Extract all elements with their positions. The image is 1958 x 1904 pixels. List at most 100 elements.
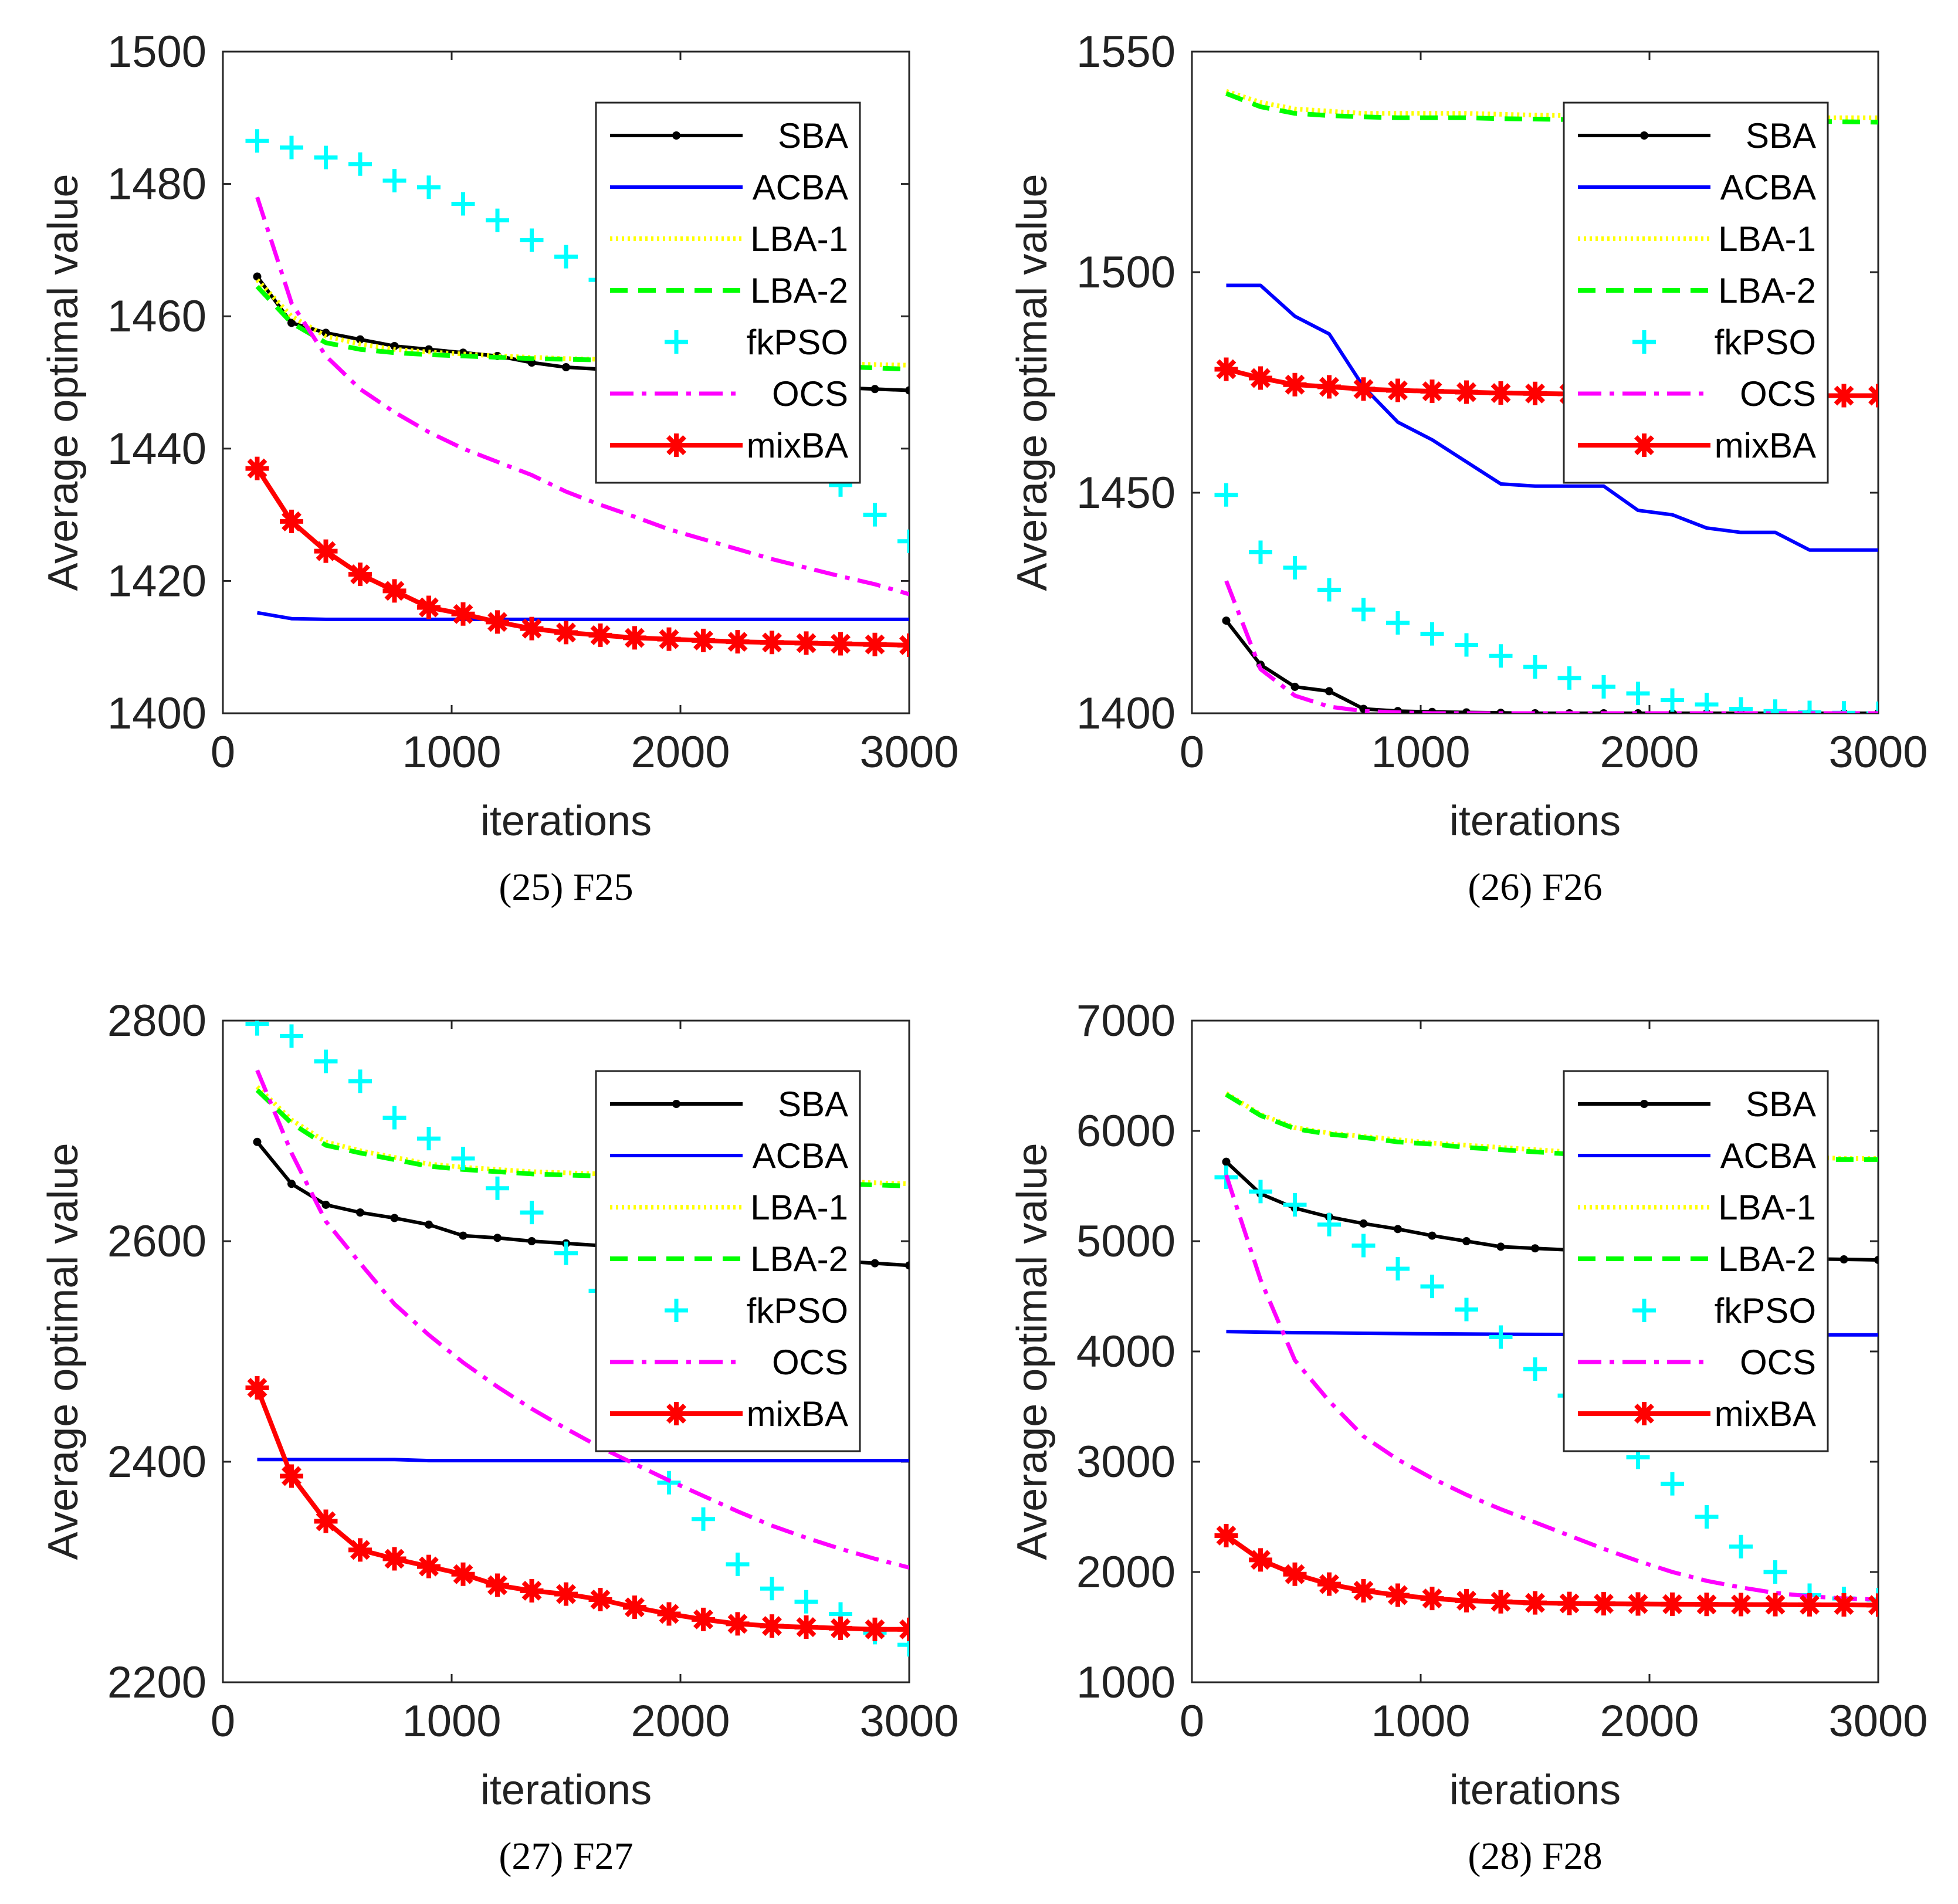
data-point [870,1259,879,1268]
legend-item-acba: ACBA [1578,168,1816,207]
legend-item-fkpso: fkPSO [1632,1291,1816,1330]
data-point [520,616,544,641]
series-ocs [255,197,909,597]
legend-item-mixba: mixBA [610,1394,848,1434]
data-point [1351,1578,1376,1603]
data-point [1420,622,1444,646]
data-point [905,386,909,395]
data-point [1489,381,1513,405]
y-tick-label: 2800 [107,996,206,1046]
legend-label: LBA-2 [750,1239,848,1279]
data-point [588,1588,612,1611]
series-acba [257,1458,909,1463]
x-tick-label: 0 [1180,1696,1204,1746]
data-point [1489,644,1513,668]
data-point [1729,1593,1753,1617]
data-point [588,623,612,647]
data-point [623,1595,646,1620]
data-point [1249,1548,1272,1572]
x-tick-label: 3000 [859,727,958,777]
x-tick-label: 1000 [1371,727,1470,777]
data-point [692,1607,715,1631]
data-point [1531,1244,1539,1253]
data-point [280,135,303,160]
data-point [417,1554,441,1578]
data-point [1462,1237,1471,1245]
data-point [287,1180,296,1188]
series-lba-1 [255,278,909,368]
x-tick-label: 1000 [402,1696,501,1746]
legend-label: LBA-1 [1718,219,1816,259]
data-point [321,1200,330,1209]
legend-item-lba-2: LBA-2 [610,271,848,310]
series-mixba [245,1376,909,1641]
data-point [1496,1242,1505,1251]
legend-label: LBA-2 [750,271,848,310]
data-point [321,328,330,337]
data-point [1249,540,1272,564]
data-point [348,1069,372,1093]
series-line [257,1458,909,1463]
data-point [1489,1325,1513,1349]
data-point [245,1376,269,1400]
legend-label: mixBA [1715,1394,1816,1434]
data-point [245,456,269,480]
legend-label: ACBA [753,1136,848,1175]
legend-item-fkpso: fkPSO [665,323,848,362]
y-axis-title: Average optimal value [1009,174,1056,591]
series-group [245,129,909,657]
data-point [692,1507,715,1531]
data-point [623,626,646,650]
data-point [390,341,399,350]
series-line [255,278,909,368]
y-tick-label: 7000 [1076,996,1176,1046]
y-tick-label: 1400 [1076,689,1176,738]
data-point [1249,366,1272,390]
x-tick-label: 3000 [1828,1696,1927,1746]
legend-item-lba-2: LBA-2 [1578,1239,1816,1279]
legend-item-sba: SBA [610,116,848,155]
legend-item-ocs: OCS [1578,374,1816,414]
data-point [1866,1593,1878,1617]
data-point [794,1590,818,1614]
legend-label: OCS [1740,374,1816,414]
y-tick-label: 1420 [107,556,206,606]
legend-label: SBA [1746,116,1816,155]
data-point [1661,1472,1684,1496]
x-axis-title: iterations [1449,1767,1621,1814]
series-lba-2 [1225,1092,1878,1162]
legend-item-acba: ACBA [1578,1136,1816,1175]
data-point [1557,1591,1581,1615]
panel-caption: (28) F28 [1468,1835,1602,1878]
data-point [459,1231,468,1240]
data-point [1592,675,1615,699]
data-point [1832,1593,1856,1617]
data-point [314,145,338,170]
x-tick-label: 0 [211,727,235,777]
data-point [692,628,715,652]
y-tick-label: 1480 [107,160,206,209]
x-tick-label: 2000 [631,1696,730,1746]
series-fkpso [1214,483,1878,713]
data-point [486,208,509,232]
panel-caption: (27) F27 [499,1835,633,1878]
data-point [356,1208,364,1217]
series-line [1226,283,1878,552]
panel-1: 0 1000 2000 3000 1400 1420 1440 1460 1480 1500 ite… [40,27,959,909]
data-point [425,1220,433,1229]
data-point [1840,1255,1848,1264]
data-point [897,1633,909,1657]
legend-item-ocs: OCS [1578,1343,1816,1382]
y-axis-title: Average optimal value [1009,1143,1056,1560]
legend: SBA ACBA LBA-1 LBA-2 fkPSO OCS mixBA [1563,1070,1829,1452]
y-tick-label: 1400 [107,689,206,738]
y-axis-title: Average optimal value [40,1143,87,1560]
data-point [245,1021,269,1036]
data-point [1325,687,1333,696]
series-line [256,611,909,621]
data-point [1351,377,1376,401]
legend-item-lba-1: LBA-1 [1578,1188,1816,1227]
data-point [794,631,818,655]
legend-label: ACBA [753,168,848,207]
series-line [1225,1092,1878,1162]
